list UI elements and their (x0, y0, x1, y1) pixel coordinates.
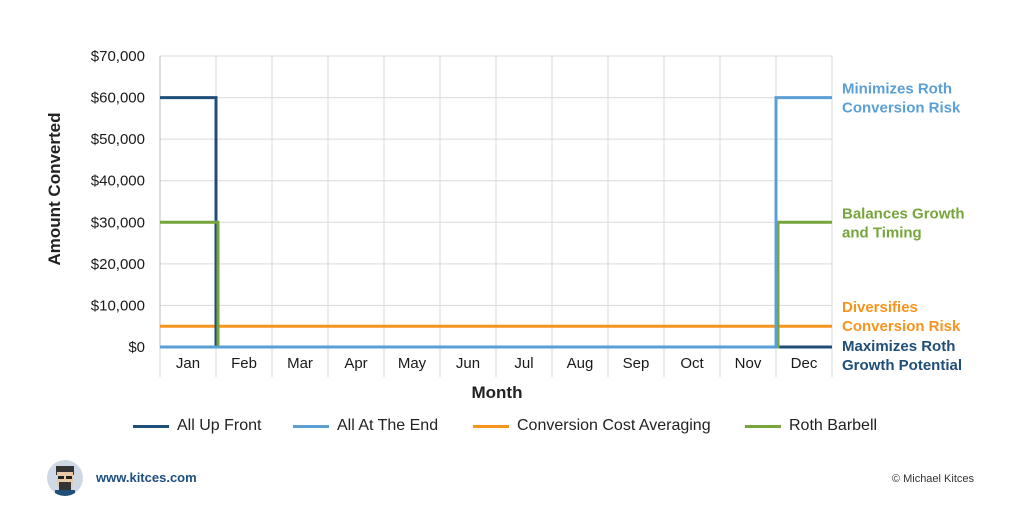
x-tick-label: Dec (791, 355, 818, 372)
legend-item-all-at-the-end: All At The End (293, 414, 438, 438)
annotation-roth-barbell: Balances Growth and Timing (842, 205, 965, 241)
copyright: © Michael Kitces (891, 473, 974, 485)
series-line-all-at-the-end (160, 96, 832, 349)
y-tick-label: $60,000 (91, 90, 145, 107)
y-tick-labels: $0 $10,000 $20,000 $30,000 $40,000 $50,000 $60… (91, 48, 145, 356)
x-tick-label: Sep (623, 355, 650, 372)
chart: $0 $10,000 $20,000 $30,000 $40,000 $50,000 $60… (45, 48, 965, 402)
annotation-line2: and Timing (842, 224, 922, 241)
legend-swatch (473, 424, 509, 428)
x-tick-label: Jan (176, 355, 200, 372)
x-tick-label: Feb (231, 355, 257, 372)
x-tick-label: Mar (287, 355, 313, 372)
legend-swatch (133, 424, 169, 428)
website-link[interactable]: www.kitces.com (96, 470, 197, 485)
legend-label: Roth Barbell (789, 417, 878, 434)
annotation-line1: Maximizes Roth (842, 338, 955, 355)
x-tick-label: Apr (344, 355, 367, 372)
x-tick-labels: Jan Feb Mar Apr May Jun Jul Aug Sep Oct Nov Dec (176, 355, 818, 372)
annotation-line2: Growth Potential (842, 357, 962, 374)
x-tick-label: Nov (735, 355, 762, 372)
annotation-line1: Diversifies (842, 299, 918, 316)
annotation-conversion-cost-averaging: Diversifies Conversion Risk (842, 299, 961, 335)
legend-item-all-up-front: All Up Front (133, 414, 261, 438)
legend-item-conversion-cost-averaging: Conversion Cost Averaging (473, 414, 711, 438)
legend-label: All At The End (337, 417, 439, 434)
annotation-all-up-front: Maximizes Roth Growth Potential (842, 338, 962, 374)
y-tick-label: $70,000 (91, 48, 145, 65)
x-tick-label: Jun (456, 355, 480, 372)
y-tick-label: $10,000 (91, 297, 145, 314)
annotation-line1: Balances Growth (842, 205, 965, 222)
grid (159, 55, 833, 377)
annotation-line2: Conversion Risk (842, 318, 961, 335)
y-tick-label: $0 (128, 339, 145, 356)
annotations: Minimizes Roth Conversion Risk Balances Gr… (842, 81, 965, 374)
y-axis-title: Amount Converted (45, 113, 64, 266)
x-tick-label: Jul (514, 355, 533, 372)
x-axis-title: Month (472, 383, 523, 402)
annotation-line1: Minimizes Roth (842, 81, 952, 98)
x-tick-label: Aug (567, 355, 594, 372)
legend-item-roth-barbell: Roth Barbell (745, 414, 877, 438)
x-tick-label: May (398, 355, 427, 372)
avatar (47, 460, 83, 496)
legend: All Up Front All At The End Conversion Cos… (0, 414, 1024, 438)
y-tick-label: $30,000 (91, 214, 145, 231)
y-tick-label: $20,000 (91, 256, 145, 273)
y-tick-label: $40,000 (91, 173, 145, 190)
series-lines (160, 96, 832, 349)
legend-label: Conversion Cost Averaging (517, 417, 711, 434)
annotation-line2: Conversion Risk (842, 100, 961, 117)
y-tick-label: $50,000 (91, 131, 145, 148)
x-tick-label: Oct (680, 355, 704, 372)
annotation-all-at-the-end: Minimizes Roth Conversion Risk (842, 81, 961, 117)
legend-swatch (745, 424, 781, 428)
legend-label: All Up Front (177, 417, 262, 434)
legend-swatch (293, 424, 329, 428)
